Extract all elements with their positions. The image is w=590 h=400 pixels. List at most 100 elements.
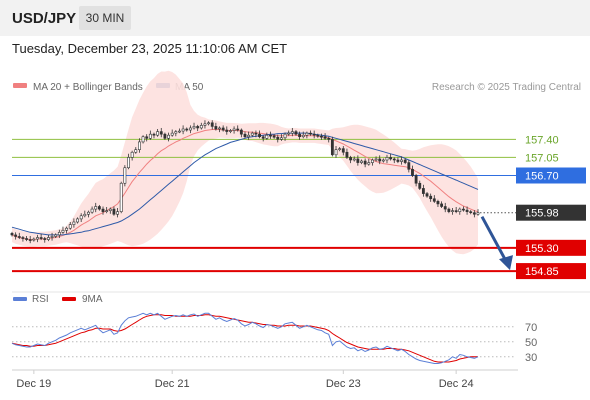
- candle-119: [443, 202, 447, 213]
- candle-72: [272, 134, 276, 139]
- candle-23: [94, 202, 98, 213]
- candle-111: [414, 173, 418, 187]
- candle-59: [225, 126, 229, 135]
- symbol-title: USD/JPY: [12, 10, 77, 27]
- bollinger-bands: [12, 70, 478, 255]
- candle-31: [123, 165, 127, 187]
- timeframe-button[interactable]: 30 MIN: [79, 6, 131, 30]
- candle-body-down: [159, 131, 163, 135]
- candle-body-down: [465, 209, 469, 212]
- candle-body-up: [90, 208, 94, 213]
- candle-43: [167, 132, 170, 142]
- candle-113: [421, 184, 425, 197]
- candle-62: [236, 125, 240, 132]
- candle-body-up: [127, 157, 130, 169]
- candle-body-down: [14, 234, 18, 237]
- x-tick-label: Dec 19: [16, 378, 51, 390]
- candle-body-up: [207, 122, 211, 125]
- candle-49: [188, 125, 192, 134]
- datetime-label: Tuesday, December 23, 2025 11:10:06 AM C…: [12, 41, 288, 56]
- rsi-lines: [11, 312, 479, 364]
- candle-body-up: [381, 159, 385, 162]
- candle-body-down: [469, 211, 473, 214]
- candle-body-down: [97, 206, 101, 210]
- candle-46: [178, 128, 181, 134]
- candle-118: [440, 201, 444, 209]
- candle-body-down: [210, 122, 214, 127]
- candle-67: [254, 130, 258, 138]
- candle-16: [68, 222, 72, 230]
- candle-58: [221, 125, 225, 132]
- header-bar: USD/JPY 30 MIN: [0, 0, 590, 36]
- x-axis: Dec 19 Dec 21 Dec 23 Dec 24: [16, 370, 474, 390]
- candle-body-up: [170, 132, 174, 136]
- candle-34: [134, 147, 138, 154]
- candle-52: [199, 122, 203, 130]
- candle-body-down: [411, 169, 414, 176]
- candle-body-up: [458, 208, 462, 212]
- candle-body-up: [374, 158, 378, 161]
- resistance-label-1: 157.05: [525, 152, 559, 164]
- candle-25: [101, 206, 105, 215]
- candle-body-down: [403, 159, 407, 163]
- projection-arrow-head: [499, 255, 513, 271]
- candle-body-up: [134, 149, 138, 153]
- candle-body-up: [141, 136, 145, 143]
- candle-body-down: [389, 157, 393, 160]
- candle-17: [72, 218, 76, 228]
- candle-5: [28, 235, 32, 244]
- candle-body-up: [138, 141, 141, 150]
- candle-body-down: [421, 188, 425, 194]
- candle-body-up: [36, 237, 39, 240]
- candle-body-down: [254, 132, 258, 135]
- candle-body-up: [46, 237, 50, 240]
- candle-3: [21, 235, 25, 242]
- candle-121: [451, 208, 454, 215]
- candle-body-down: [196, 126, 200, 129]
- candle-body-down: [436, 201, 440, 205]
- candle-35: [138, 138, 141, 153]
- candle-86: [323, 133, 327, 140]
- candle-body-up: [367, 162, 371, 165]
- support-tag-4: [516, 239, 586, 256]
- candle-body-up: [283, 133, 287, 139]
- candle-70: [265, 132, 269, 140]
- candle-76: [287, 130, 291, 136]
- candle-12: [54, 233, 58, 239]
- candle-body-up: [229, 130, 232, 132]
- candle-body-up: [232, 128, 236, 131]
- candle-body-down: [392, 158, 396, 161]
- candle-45: [174, 130, 178, 137]
- candle-64: [243, 131, 247, 139]
- candle-124: [462, 206, 465, 212]
- candle-body-down: [272, 135, 276, 138]
- candle-125: [465, 206, 469, 215]
- candle-body-down: [214, 126, 218, 130]
- candle-body-up: [119, 182, 123, 212]
- candle-body-up: [279, 137, 283, 140]
- support-tag-5: [516, 263, 586, 280]
- candle-body-up: [451, 210, 454, 212]
- candle-body-down: [418, 182, 422, 189]
- candle-body-up: [156, 131, 160, 136]
- candle-126: [469, 210, 473, 215]
- candle-74: [279, 134, 283, 141]
- candle-body-up: [178, 130, 181, 133]
- legend-rsi-swatch: [13, 297, 27, 301]
- candle-32: [127, 153, 130, 170]
- resistance-label-0: 157.40: [525, 134, 559, 146]
- candle-body-down: [21, 237, 25, 239]
- candle-54: [207, 121, 211, 126]
- candle-body-down: [236, 128, 240, 131]
- candle-body-down: [432, 198, 436, 202]
- candle-body-down: [349, 157, 352, 161]
- candle-50: [192, 122, 196, 130]
- candle-36: [141, 135, 145, 144]
- candle-body-down: [363, 160, 367, 165]
- pivot-tag: [516, 167, 586, 184]
- candle-84: [316, 133, 320, 138]
- candle-body-up: [94, 206, 98, 210]
- candle-75: [283, 132, 287, 141]
- candle-98: [367, 158, 371, 166]
- candle-body-up: [76, 218, 79, 223]
